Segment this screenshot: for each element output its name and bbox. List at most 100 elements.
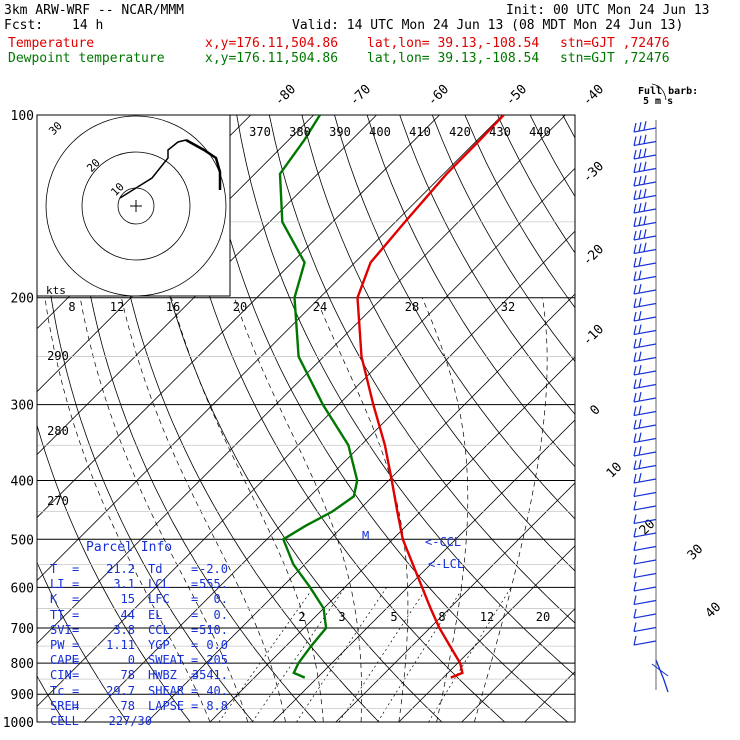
pressure-tick-label: 700 (11, 622, 34, 637)
wind-barb (633, 451, 657, 457)
parcel-value: 29.7 (106, 683, 135, 698)
scale-label: 20 (233, 300, 247, 314)
parcel-eq: = (72, 683, 80, 698)
wind-barb-lower (655, 659, 669, 693)
isotherm-label: 40 (703, 600, 725, 622)
lcl-label: <-LCL (428, 557, 464, 571)
wind-barb-flag (633, 365, 637, 376)
parcel-key: SWEAT (148, 653, 185, 668)
theta-e-label: 400 (369, 125, 391, 139)
wind-barb (633, 370, 657, 376)
pressure-tick-label: 300 (11, 399, 34, 414)
parcel-value: 1.11 (106, 638, 135, 652)
scale-label: 24 (313, 300, 327, 314)
wind-barb-flag (633, 203, 637, 214)
mixing-ratio-line (296, 587, 387, 722)
temperature-line (356, 115, 505, 679)
wind-barb (633, 221, 657, 228)
dry-adiabat (301, 115, 575, 572)
wind-barb-flag (633, 257, 637, 268)
wind-barb-flag (633, 460, 637, 470)
parcel-value: 510. (199, 622, 228, 637)
wind-barb-flag (643, 175, 647, 185)
isotherm-line (651, 115, 740, 722)
wind-barb-flag (633, 136, 637, 146)
mixing-ratio-line (218, 587, 314, 722)
parcel-eq: = (72, 562, 80, 576)
wind-barb (633, 424, 657, 430)
isotherm-line (146, 293, 575, 722)
parcel-value: 78 (120, 698, 135, 713)
ccl-label: <-CCL (425, 535, 461, 549)
dry-adiabat (660, 115, 740, 722)
parcel-key: CCL (148, 622, 170, 637)
mixing-ratio-line (338, 587, 428, 722)
parcel-key: LFC (148, 592, 170, 607)
wind-barb (633, 154, 657, 160)
wind-barb-flag (638, 216, 642, 226)
wind-barb-flag (638, 364, 642, 375)
wind-barb-flag (643, 188, 647, 198)
parcel-value: -2.0 (199, 562, 228, 576)
isotherm-line (209, 356, 575, 722)
parcel-key: LI (50, 577, 65, 592)
wind-barb (633, 464, 657, 471)
wind-barb (633, 194, 657, 201)
parcel-eq: = (191, 653, 199, 668)
isotherm-label: -20 (580, 242, 607, 269)
wind-barb-flag (633, 433, 637, 443)
wind-barb (633, 181, 657, 187)
wind-barb-flag (633, 581, 637, 592)
wind-barb-flag (638, 405, 642, 415)
isotherm-label: 30 (685, 542, 707, 564)
isotherm-line (524, 671, 575, 722)
wind-barb-flag (633, 298, 637, 308)
wind-barb (633, 289, 657, 295)
mixing-ratio-label: 5 (390, 610, 397, 624)
dry-adiabat (726, 115, 740, 722)
wind-barb-flag (638, 162, 642, 172)
wind-barb-flag (633, 244, 637, 254)
wind-barb-flag (633, 473, 637, 484)
pressure-tick-label: 1000 (3, 716, 34, 731)
parcel-key: PW (50, 638, 65, 652)
wind-barb-flag (643, 121, 647, 131)
wind-barb-flag (633, 500, 637, 511)
parcel-eq: = (191, 698, 199, 713)
parcel-eq: = (191, 607, 199, 622)
wind-barb-flag (633, 338, 637, 349)
theta-e-label: 420 (449, 125, 471, 139)
mixed-layer-marker: M (362, 529, 369, 543)
dry-adiabat-label: 280 (47, 424, 69, 438)
theta-e-label: 380 (289, 125, 311, 139)
dewpoint-line (278, 115, 359, 679)
wind-barb-flag (638, 337, 642, 348)
wind-barb-flag (633, 311, 637, 322)
parcel-eq: = (72, 668, 80, 683)
wind-barb-flag (633, 635, 637, 646)
dry-adiabat (431, 115, 575, 363)
legend-dewpoint-xy: x,y=176.11,504.86 (205, 51, 339, 66)
wind-barb-flag (633, 487, 637, 497)
wind-barb-flag (638, 189, 642, 199)
scale-label: 8 (68, 300, 75, 314)
parcel-key: K (50, 592, 58, 607)
dry-adiabat (236, 115, 575, 676)
wind-barb-flag (638, 256, 642, 267)
isotherm-line (37, 115, 440, 519)
parcel-value: 78 (120, 668, 135, 683)
legend-dewpoint-latlon: lat,lon= 39.13,-108.54 (367, 51, 540, 66)
isotherm-line (272, 419, 575, 722)
parcel-value: 0 (127, 653, 135, 668)
parcel-key: T (50, 562, 58, 576)
wind-barb (633, 586, 657, 592)
theta-e-label: 440 (529, 125, 551, 139)
wind-barb-flag (638, 418, 642, 429)
wind-barb-flag (638, 148, 642, 159)
wind-barb (633, 275, 657, 282)
mixing-ratio-line (252, 587, 346, 722)
legend-dewpoint-name: Dewpoint temperature (8, 51, 165, 66)
dry-adiabat (497, 115, 575, 254)
wind-barb (633, 167, 657, 174)
